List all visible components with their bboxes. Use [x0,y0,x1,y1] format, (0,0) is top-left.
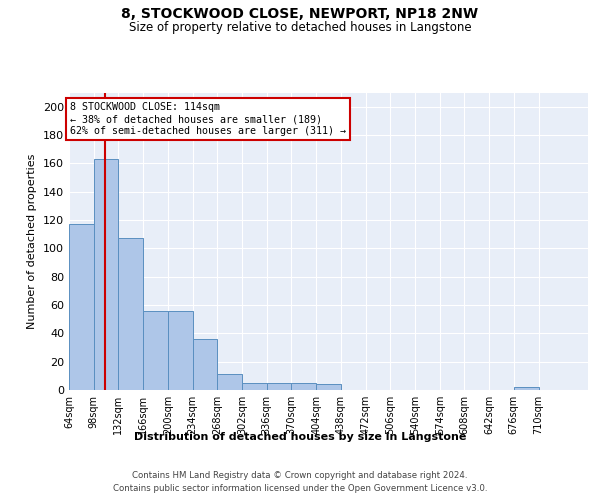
Bar [242,383,267,390]
Text: Contains public sector information licensed under the Open Government Licence v3: Contains public sector information licen… [113,484,487,493]
Text: Size of property relative to detached houses in Langstone: Size of property relative to detached ho… [128,21,472,34]
Text: Distribution of detached houses by size in Langstone: Distribution of detached houses by size … [134,432,466,442]
Bar [94,159,118,390]
Bar [292,383,316,390]
Bar [217,374,242,390]
Bar [267,383,292,390]
Y-axis label: Number of detached properties: Number of detached properties [28,154,37,329]
Bar [193,339,217,390]
Bar [118,238,143,390]
Bar [143,310,168,390]
Text: 8 STOCKWOOD CLOSE: 114sqm
← 38% of detached houses are smaller (189)
62% of semi: 8 STOCKWOOD CLOSE: 114sqm ← 38% of detac… [70,102,346,136]
Bar [514,387,539,390]
Text: Contains HM Land Registry data © Crown copyright and database right 2024.: Contains HM Land Registry data © Crown c… [132,471,468,480]
Text: 8, STOCKWOOD CLOSE, NEWPORT, NP18 2NW: 8, STOCKWOOD CLOSE, NEWPORT, NP18 2NW [121,8,479,22]
Bar [316,384,341,390]
Bar [168,310,193,390]
Bar [69,224,94,390]
